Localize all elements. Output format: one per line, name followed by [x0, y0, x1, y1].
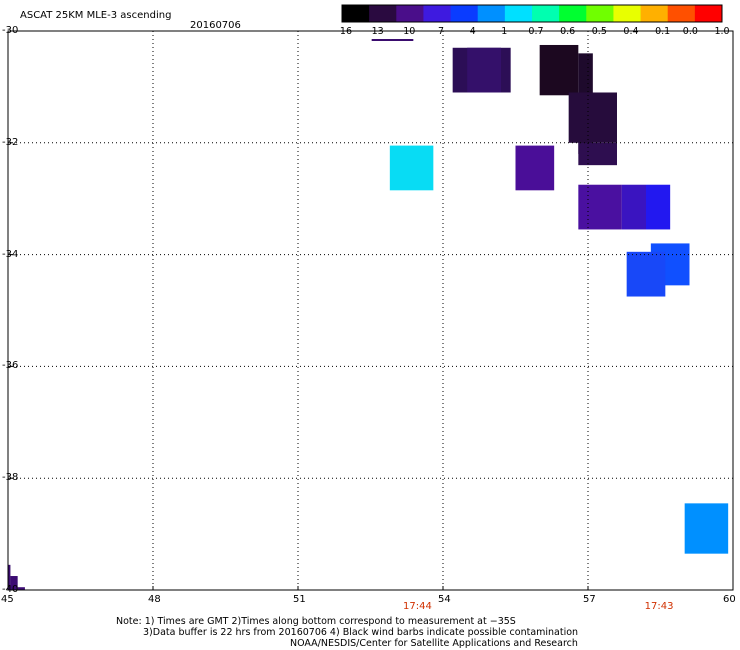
- colorbar-label-7: −0.6: [552, 26, 576, 37]
- plot-frame: [7, 30, 734, 591]
- data-cell-12: [626, 251, 666, 297]
- colorbar-label-0: −16: [331, 26, 353, 37]
- data-cell-16: [17, 587, 25, 590]
- colorbar-swatch-3: [423, 5, 452, 22]
- colorbar-swatch-12: [667, 5, 696, 22]
- colorbar-swatch-7: [532, 5, 560, 22]
- colorbar-swatch-8: [559, 5, 587, 22]
- colorbar-swatch-13: [694, 5, 723, 22]
- x-tick-label-2: 51: [293, 594, 306, 605]
- data-cell-14: [8, 564, 11, 590]
- y-tick-label-5: -40: [2, 584, 19, 595]
- chart-date: 20160706: [190, 20, 241, 31]
- time-label-0: 17:44: [403, 601, 432, 612]
- note-line-1: Note: 1) Times are GMT 2)Times along bot…: [116, 616, 516, 627]
- data-cell-1: [467, 47, 501, 93]
- colorbar-label-3: −7: [429, 26, 445, 37]
- colorbar-label-10: −0.1: [647, 26, 671, 37]
- colorbar-swatch-10: [613, 5, 642, 22]
- x-tick-label-1: 48: [148, 594, 161, 605]
- data-cell-2: [539, 44, 579, 96]
- x-tick-label-3: 54: [438, 594, 451, 605]
- colorbar-label-11: 0.0: [682, 26, 698, 37]
- data-cell-8: [578, 184, 622, 230]
- colorbar-swatch-6: [504, 5, 533, 22]
- time-label-1: 17:43: [644, 601, 674, 612]
- colorbar-label-8: −0.5: [583, 26, 607, 37]
- data-cell-10: [646, 184, 671, 230]
- colorbar-label-12: 1.0: [714, 26, 730, 37]
- data-cell-7: [515, 145, 555, 191]
- x-tick-label-5: 60: [723, 594, 736, 605]
- y-tick-label-2: -34: [2, 248, 19, 260]
- colorbar-label-2: −10: [395, 26, 416, 37]
- colorbar-swatch-2: [396, 5, 424, 22]
- colorbar-label-4: −4: [461, 26, 476, 37]
- chart-title: ASCAT 25KM MLE-3 ascending: [20, 10, 172, 21]
- colorbar-swatch-9: [586, 5, 614, 22]
- colorbar-swatch-4: [450, 5, 479, 22]
- y-tick-label-4: -38: [2, 472, 19, 484]
- data-cell-5: [578, 142, 617, 166]
- data-cell-9: [621, 184, 646, 230]
- data-cell-15: [10, 576, 18, 590]
- y-tick-label-1: -32: [2, 136, 19, 148]
- colorbar-swatch-11: [640, 5, 669, 22]
- colorbar-label-5: −1: [493, 26, 508, 37]
- colorbar-label-9: −0.4: [615, 26, 639, 37]
- colorbar-swatch-1: [369, 5, 397, 22]
- y-tick-label-0: -30: [2, 25, 19, 36]
- y-tick-label-3: -36: [2, 360, 19, 372]
- x-tick-label-4: 57: [583, 594, 596, 605]
- colorbar-label-1: −13: [363, 26, 384, 37]
- colorbar-frame: [341, 4, 723, 23]
- colorbar-label-6: −0.7: [520, 26, 544, 37]
- data-cell-13: [684, 503, 729, 554]
- data-cell-6: [389, 145, 434, 191]
- data-cell-4: [568, 92, 617, 143]
- colorbar-swatch-0: [342, 5, 370, 22]
- note-line-3: NOAA/NESDIS/Center for Satellite Applica…: [290, 638, 578, 649]
- colorbar-swatch-5: [477, 5, 506, 22]
- note-line-2: 3)Data buffer is 22 hrs from 20160706 4)…: [143, 627, 579, 638]
- x-tick-label-0: 45: [1, 594, 14, 605]
